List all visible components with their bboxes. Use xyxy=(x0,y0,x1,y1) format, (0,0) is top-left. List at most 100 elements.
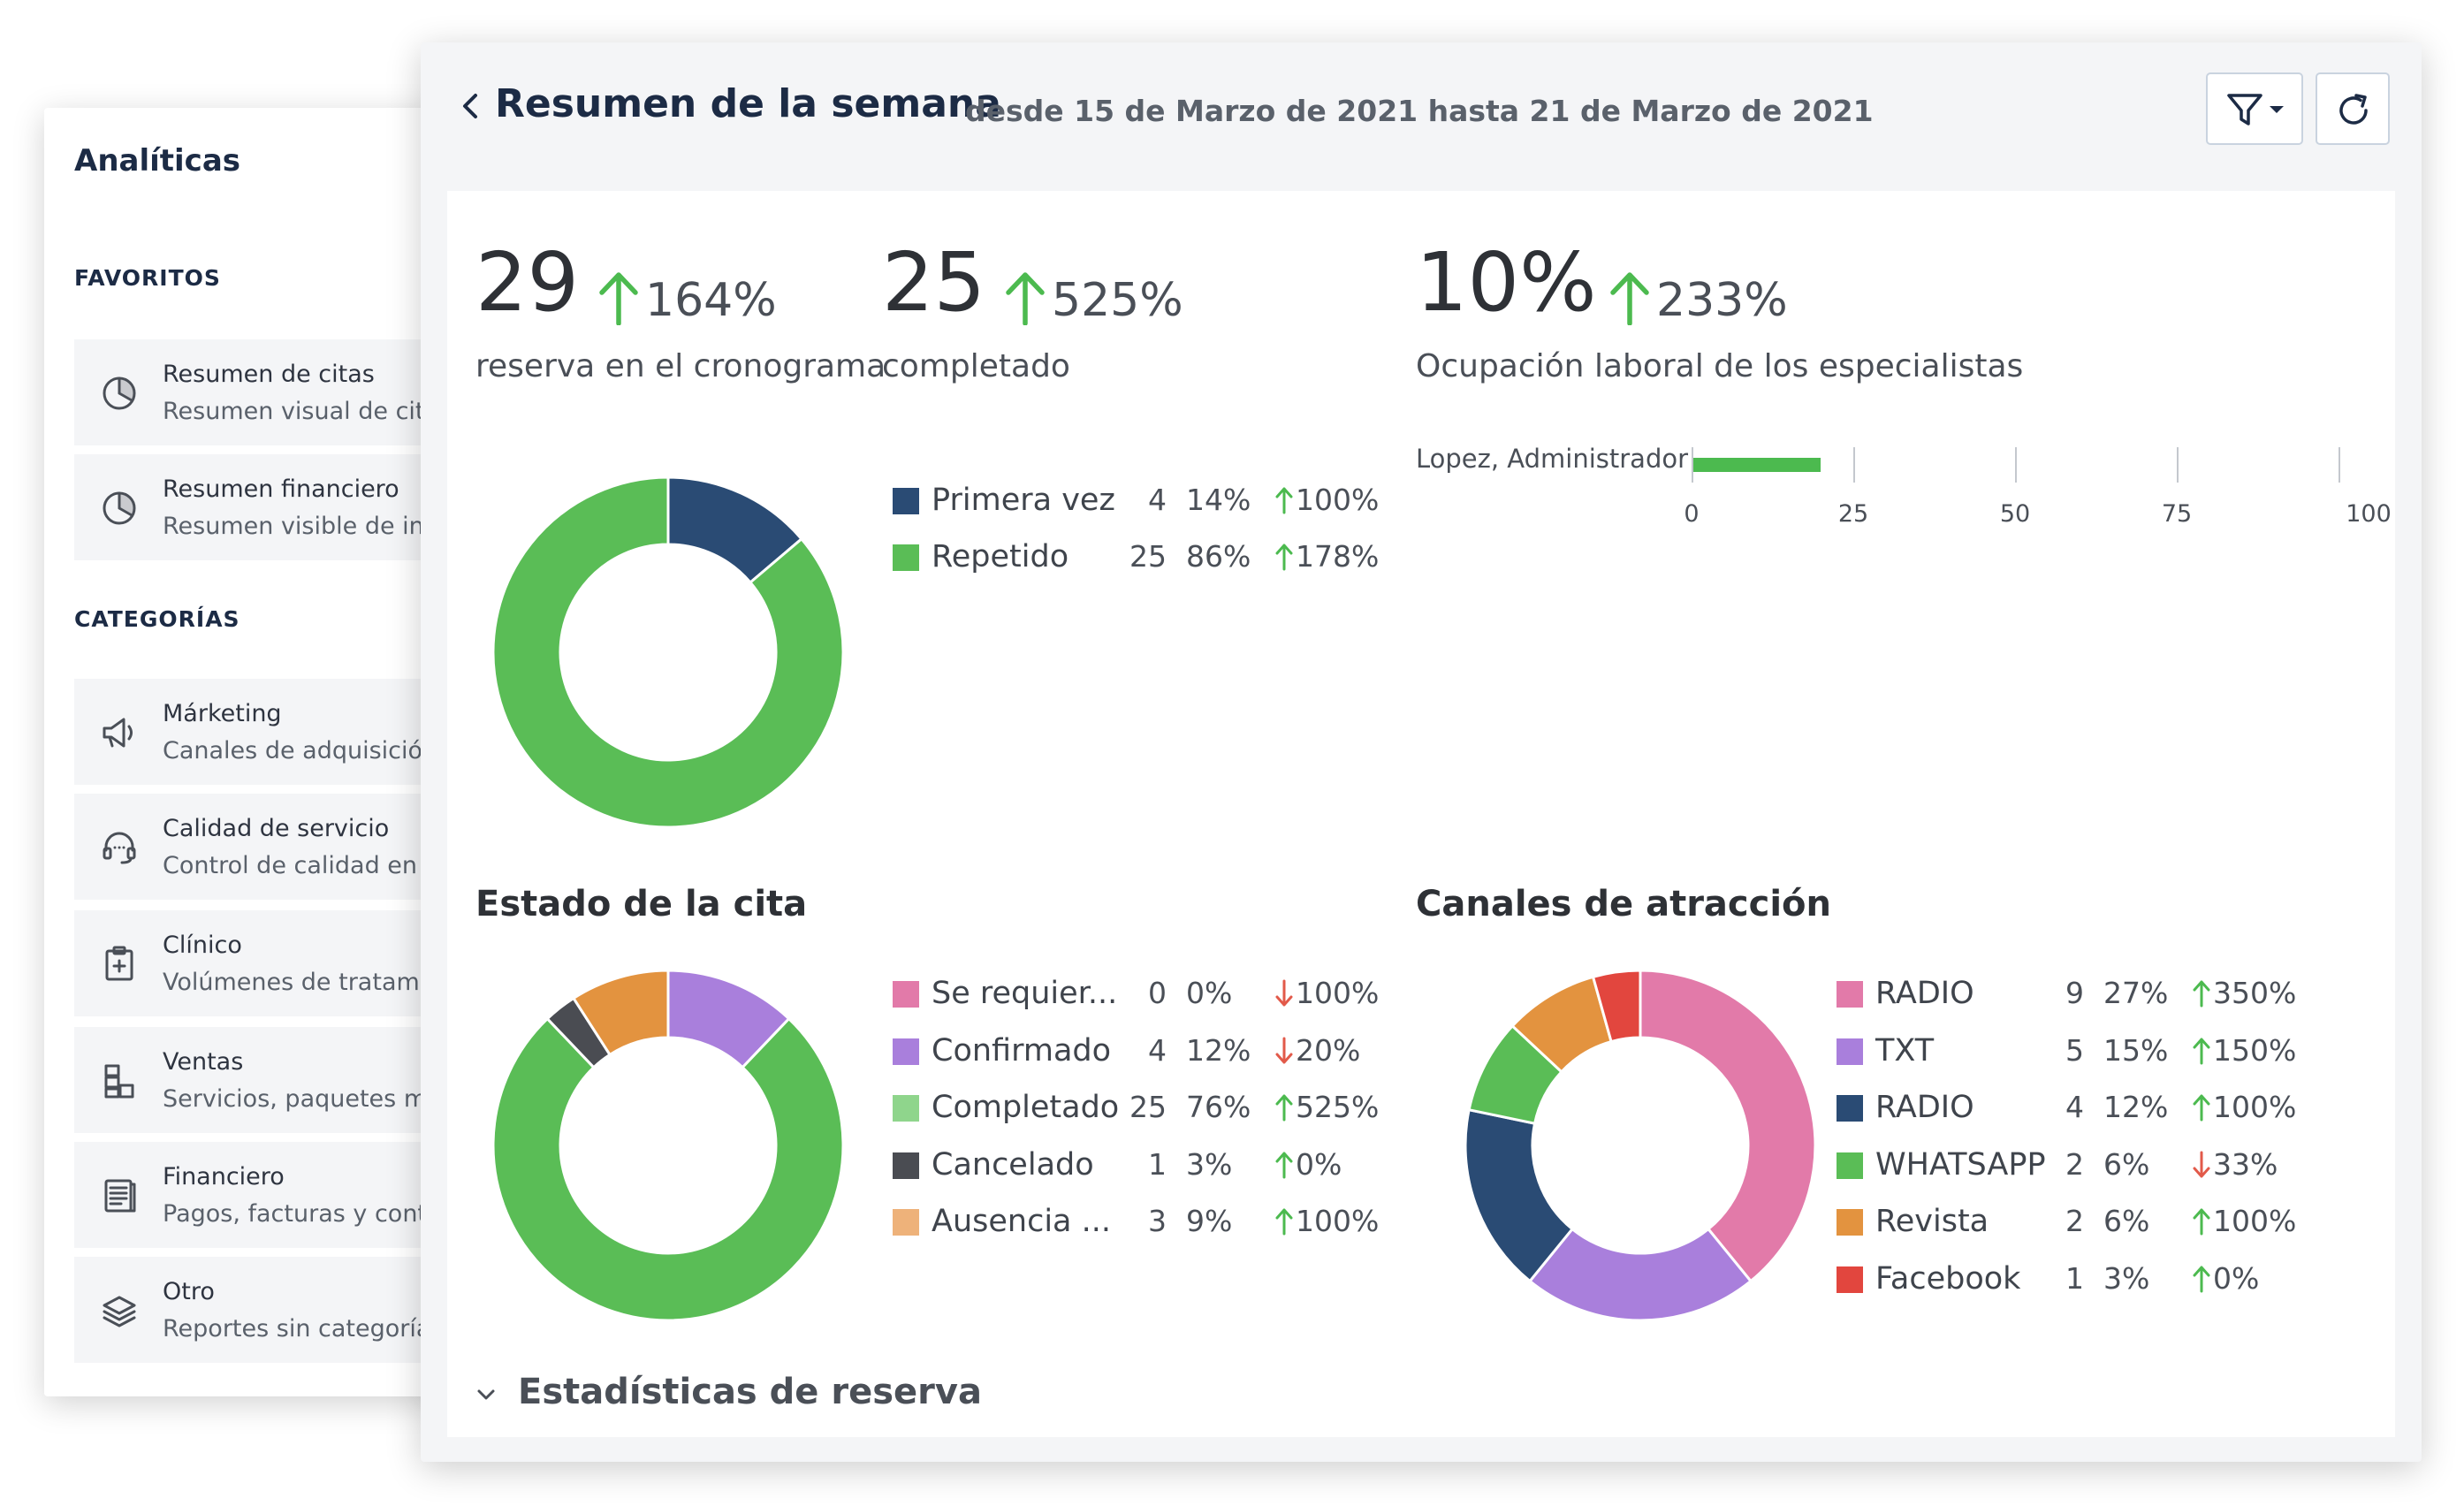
legend-name: Cancelado xyxy=(932,1146,1094,1183)
arrow-up-icon xyxy=(1274,543,1294,573)
arrow-up-icon xyxy=(599,272,638,329)
arrow-up-icon xyxy=(2192,1093,2211,1123)
legend-item[interactable]: Cancelado 1 3% 0% xyxy=(893,1147,1388,1183)
legend-swatch xyxy=(1837,981,1863,1008)
legend-change: 0% xyxy=(2213,1260,2260,1296)
legend-item[interactable]: Facebook 1 3% 0% xyxy=(1837,1261,2331,1297)
legend-swatch xyxy=(893,488,919,514)
legend-name: Se requier... xyxy=(932,976,1118,1011)
sidebar-title: Analíticas xyxy=(74,143,241,179)
legend-count: 25 xyxy=(1129,539,1167,574)
donut-slice[interactable] xyxy=(1639,969,1817,1283)
sidebar-item-subtitle: Resumen visible de ind xyxy=(163,513,439,540)
legend-name: RADIO xyxy=(1875,1090,1974,1125)
sidebar-item-title: Ventas xyxy=(163,1048,244,1076)
clipboard-icon xyxy=(99,944,140,985)
legend-swatch xyxy=(893,1209,919,1236)
arrow-down-icon xyxy=(2192,1151,2211,1181)
megaphone-icon xyxy=(99,712,140,753)
legend-name: Facebook xyxy=(1875,1260,2021,1297)
legend-swatch xyxy=(893,1152,919,1179)
legend-name: RADIO xyxy=(1875,976,1974,1011)
legend-percent: 15% xyxy=(2103,1032,2169,1068)
stats-expander[interactable]: Estadísticas de reserva xyxy=(474,1370,982,1419)
donut-slice[interactable] xyxy=(1591,969,1642,1044)
date-range: desde 15 de Marzo de 2021 hasta 21 de Ma… xyxy=(965,94,1874,128)
sidebar-item-title: Calidad de servicio xyxy=(163,815,390,842)
refresh-button[interactable] xyxy=(2316,72,2390,145)
legend-item[interactable]: Se requier... 0 0% 100% xyxy=(893,976,1388,1011)
legend-name: Confirmado xyxy=(932,1032,1112,1069)
legend-swatch xyxy=(1837,1266,1863,1293)
legend-count: 2 xyxy=(2065,1204,2084,1238)
sidebar-item-title: Financiero xyxy=(163,1163,285,1190)
legend-swatch xyxy=(1837,1095,1863,1122)
sidebar-item-subtitle: Control de calidad en l xyxy=(163,852,432,879)
legend-change: 33% xyxy=(2213,1146,2278,1182)
legend-swatch xyxy=(893,544,919,571)
kpi-value: 29 xyxy=(475,235,580,330)
status-section-title: Estado de la cita xyxy=(475,884,808,924)
occupancy-row-label: Lopez, Administrador xyxy=(1416,444,1689,474)
sidebar-item-subtitle: Resumen visual de citas xyxy=(163,398,452,425)
filter-button[interactable] xyxy=(2206,72,2303,145)
legend-swatch xyxy=(1837,1038,1863,1065)
arrow-up-icon xyxy=(1006,272,1045,329)
legend-item[interactable]: Ausencia ... 3 9% 100% xyxy=(893,1204,1388,1239)
legend-name: Ausencia ... xyxy=(932,1204,1111,1239)
legend-count: 9 xyxy=(2065,976,2084,1010)
status-donut-chart xyxy=(491,969,845,1322)
sidebar-item-subtitle: Volúmenes de tratamie xyxy=(163,969,441,996)
chevron-left-icon[interactable] xyxy=(452,88,488,124)
legend-name: WHATSAPP xyxy=(1875,1146,2046,1183)
legend-swatch xyxy=(893,1038,919,1065)
legend-change: 100% xyxy=(1296,1204,1380,1238)
sidebar-item-subtitle: Servicios, paquetes mé xyxy=(163,1085,442,1113)
legend-item[interactable]: RADIO 4 12% 100% xyxy=(1837,1090,2331,1125)
axis-tick-label: 100 xyxy=(2346,500,2392,528)
sidebar-item-title: Otro xyxy=(163,1278,215,1305)
filter-icon xyxy=(2227,94,2284,126)
kpi-change: 525% xyxy=(1052,274,1183,327)
legend-count: 4 xyxy=(1148,1032,1167,1068)
axis-tick-label: 0 xyxy=(1684,500,1700,528)
arrow-up-icon xyxy=(1274,1151,1294,1181)
donut-slice[interactable] xyxy=(491,475,845,829)
arrow-up-icon xyxy=(1610,272,1649,329)
sidebar-item-title: Resumen de citas xyxy=(163,361,375,388)
legend-percent: 3% xyxy=(2103,1260,2150,1296)
sidebar-item-title: Clínico xyxy=(163,932,242,959)
legend-item[interactable]: Revista 2 6% 100% xyxy=(1837,1204,2331,1239)
arrow-up-icon xyxy=(2192,979,2211,1009)
legend-item[interactable]: WHATSAPP 2 6% 33% xyxy=(1837,1147,2331,1183)
bookings-donut-chart xyxy=(491,475,845,829)
headset-icon xyxy=(99,827,140,868)
pie-chart-icon xyxy=(99,488,140,529)
donut-slice[interactable] xyxy=(491,1016,845,1322)
legend-count: 1 xyxy=(1148,1146,1167,1182)
legend-percent: 12% xyxy=(2103,1090,2169,1124)
legend-count: 5 xyxy=(2065,1032,2084,1068)
kpi-change: 164% xyxy=(645,274,777,327)
axis-tick xyxy=(2177,447,2179,483)
legend-item[interactable]: RADIO 9 27% 350% xyxy=(1837,976,2331,1011)
legend-percent: 6% xyxy=(2103,1204,2150,1238)
layers-icon xyxy=(99,1290,140,1331)
sidebar-item-subtitle: Canales de adquisición xyxy=(163,737,438,764)
legend-item[interactable]: Confirmado 4 12% 20% xyxy=(893,1033,1388,1069)
legend-change: 0% xyxy=(1296,1146,1342,1182)
legend-item[interactable]: Primera vez 4 14% 100% xyxy=(893,483,1388,518)
axis-tick-label: 50 xyxy=(1999,500,2031,528)
legend-swatch xyxy=(893,981,919,1008)
channels-section-title: Canales de atracción xyxy=(1416,884,1831,924)
legend-item[interactable]: Completado 25 76% 525% xyxy=(893,1090,1388,1125)
legend-percent: 27% xyxy=(2103,976,2169,1010)
legend-count: 3 xyxy=(1148,1204,1167,1238)
donut-slice[interactable] xyxy=(571,969,670,1057)
legend-percent: 3% xyxy=(1186,1146,1233,1182)
legend-item[interactable]: TXT 5 15% 150% xyxy=(1837,1033,2331,1069)
legend-swatch xyxy=(1837,1152,1863,1179)
legend-item[interactable]: Repetido 25 86% 178% xyxy=(893,539,1388,574)
legend-change: 525% xyxy=(1296,1090,1380,1124)
donut-slice[interactable] xyxy=(1527,1227,1753,1322)
